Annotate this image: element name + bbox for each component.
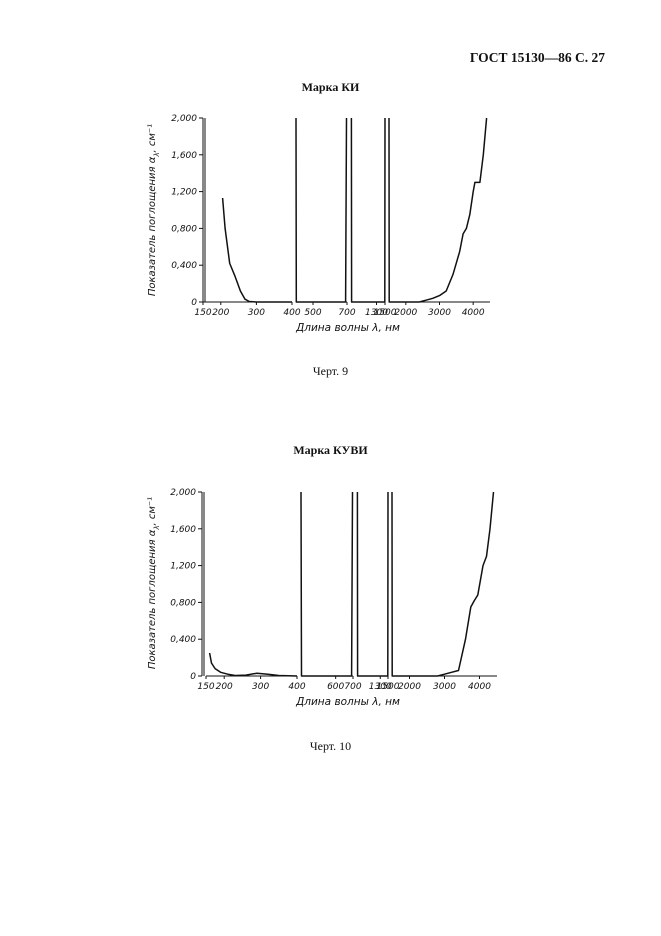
- series-line-segment-1: [208, 652, 298, 677]
- y-tick-label: 1,200: [171, 188, 197, 198]
- x-tick-label: 400: [288, 682, 305, 692]
- x-tick-label: 150: [197, 682, 214, 692]
- x-tick-label: 300: [252, 682, 269, 692]
- x-tick-label: 200: [216, 682, 233, 692]
- y-axis-label-sub: λ: [153, 526, 161, 531]
- x-tick-label: 600: [327, 682, 344, 692]
- chart-1-title: Марка КИ: [301, 80, 360, 94]
- y-tick-label: 0,400: [170, 635, 196, 645]
- y-tick-label: 1,600: [171, 151, 197, 161]
- chart-2-caption: Черт. 10: [309, 739, 352, 753]
- y-tick-label: 1,600: [170, 525, 196, 535]
- x-tick-label: 300: [248, 308, 265, 318]
- x-tick-label: 1500: [377, 682, 400, 692]
- y-axis-label-main: Показатель поглощения α: [147, 156, 158, 296]
- chart-2-plot: 0 0,400 0,800 1,200 1,600 2,000 150 200 300 400 60…: [147, 488, 497, 708]
- series-line-segment-3: [356, 491, 389, 677]
- x-tick-label: 4000: [462, 308, 485, 318]
- x-tick-label: 4000: [468, 682, 491, 692]
- y-axis-label-unit: , см⁻¹: [147, 497, 158, 526]
- y-tick-label: 0,800: [171, 224, 197, 234]
- x-tick-label: 3000: [433, 682, 456, 692]
- x-tick-label: 2000: [394, 308, 417, 318]
- y-axis-label-main: Показатель поглощения α: [147, 529, 158, 669]
- series-line-segment-2: [295, 117, 348, 303]
- x-tick-label: 150: [194, 308, 211, 318]
- x-tick-label: 500: [304, 308, 321, 318]
- series-line-segment-3: [350, 117, 386, 303]
- y-tick-label: 2,000: [170, 488, 196, 498]
- chart-1-plot: 0 0,400 0,800 1,200 1,600 2,000 150 200 300 400 50…: [147, 114, 490, 334]
- x-tick-label: 700: [338, 308, 355, 318]
- x-tick-label: 1300: [365, 308, 388, 318]
- y-tick-label: 0: [191, 298, 197, 308]
- x-tick-label: 2000: [398, 682, 421, 692]
- y-tick-label: 0: [190, 672, 196, 682]
- x-tick-label: 200: [212, 308, 229, 318]
- x-axis-label: Длина волны λ, нм: [295, 696, 400, 708]
- page-header: ГОСТ 15130—86 С. 27: [469, 50, 605, 65]
- x-tick-label: 1500: [374, 308, 397, 318]
- x-tick-label: 700: [344, 682, 361, 692]
- y-tick-label: 2,000: [171, 114, 197, 124]
- y-axis-label: Показатель поглощения αλ, см⁻¹: [147, 497, 161, 669]
- y-axis-label-unit: , см⁻¹: [147, 124, 158, 153]
- series-line-segment-4: [391, 491, 495, 677]
- x-tick-label: 3000: [428, 308, 451, 318]
- chart-1-caption: Черт. 9: [312, 364, 349, 378]
- y-tick-label: 0,400: [171, 261, 197, 271]
- series-line-segment-4: [388, 117, 488, 303]
- y-axis-label-sub: λ: [153, 153, 161, 158]
- y-axis-label: Показатель поглощения αλ, см⁻¹: [147, 124, 161, 296]
- series-line-segment-2: [300, 491, 354, 677]
- y-tick-label: 0,800: [170, 598, 196, 608]
- x-tick-label: 400: [283, 308, 300, 318]
- chart-2-title: Марка КУВИ: [293, 443, 368, 457]
- x-tick-label: 1300: [369, 682, 392, 692]
- x-axis-label: Длина волны λ, нм: [295, 322, 400, 334]
- y-tick-label: 1,200: [170, 562, 196, 572]
- series-line-segment-1: [221, 197, 292, 303]
